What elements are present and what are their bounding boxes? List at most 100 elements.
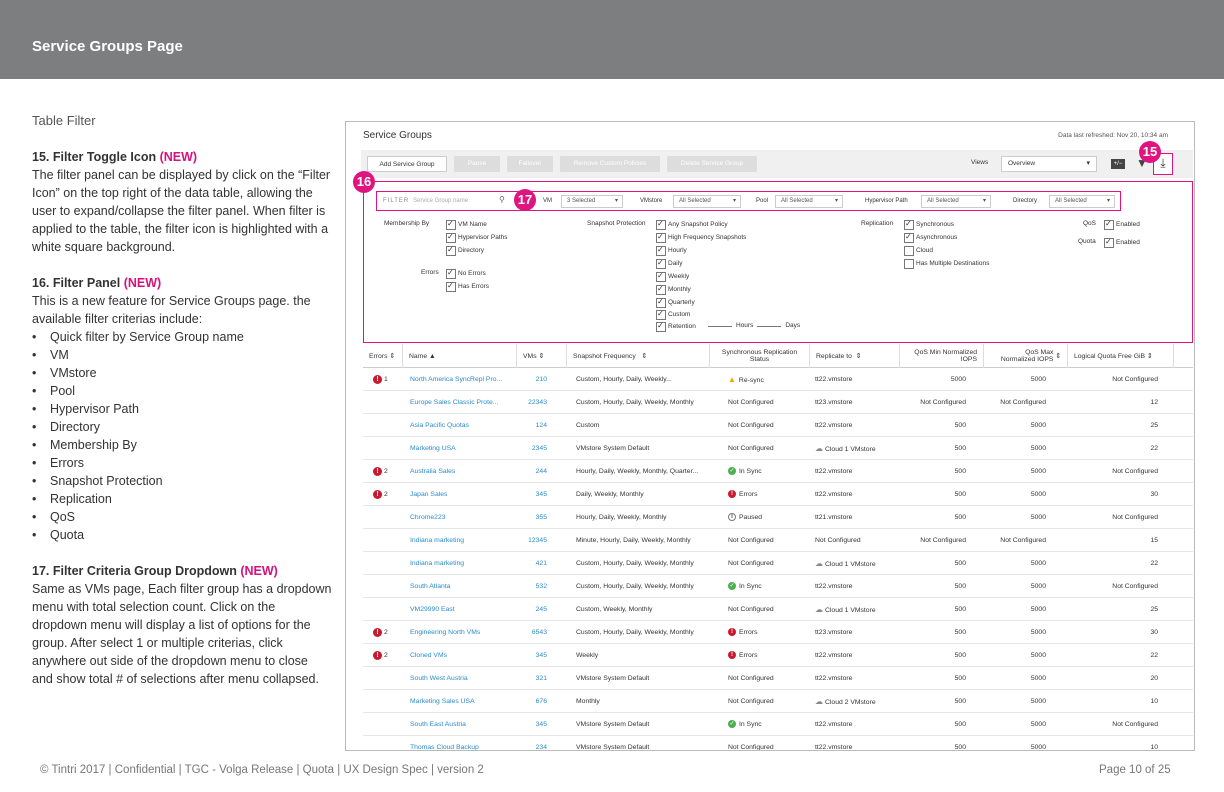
no-errors-checkbox[interactable]: No Errors (446, 268, 486, 279)
vms-count-link[interactable]: 124 (535, 422, 547, 429)
service-group-name-link[interactable]: Japan Sales (410, 491, 448, 498)
table-row[interactable]: South Atlanta 532 Custom, Hourly, Daily, W… (363, 575, 1193, 598)
column-chooser-icon[interactable]: +/− (1111, 159, 1125, 169)
vms-count-link[interactable]: 6543 (531, 629, 547, 636)
vm-filter-dropdown[interactable]: 3 Selected ▾ (561, 195, 623, 208)
repl-cloud-checkbox[interactable]: Cloud (904, 246, 933, 256)
retention-days-input[interactable] (757, 326, 782, 327)
service-group-name-link[interactable]: Marketing USA (410, 445, 456, 452)
table-row[interactable]: Marketing Sales USA 676 Monthly Not Configu… (363, 690, 1193, 713)
snap-quarterly-checkbox[interactable]: Quarterly (656, 297, 695, 308)
service-group-name-link[interactable]: South Atlanta (410, 583, 451, 590)
table-row[interactable]: Indiana marketing 421 Custom, Hourly, Dail… (363, 552, 1193, 575)
delete-service-group-button[interactable]: Delete Service Group (667, 156, 757, 172)
table-row[interactable]: VM29990 East 245 Custom, Weekly, Monthly No… (363, 598, 1193, 621)
vms-count-link[interactable]: 234 (535, 744, 547, 751)
repl-multiple-destinations-checkbox[interactable]: Has Multiple Destinations (904, 259, 989, 269)
table-row[interactable]: Thomas Cloud Backup 234 VMstore System Def… (363, 736, 1193, 751)
qos-min-cell: 500 (954, 560, 966, 567)
membership-hypervisor-paths-checkbox[interactable]: Hypervisor Paths (446, 232, 508, 243)
qos-max-cell: 5000 (1030, 675, 1046, 682)
filter-icon[interactable]: ▼ (1136, 156, 1148, 170)
table-row[interactable]: ! 1 North America SyncRepl Pro... 210 Custom… (363, 368, 1193, 391)
vms-count-link[interactable]: 421 (535, 560, 547, 567)
service-group-name-link[interactable]: Engineering North VMs (410, 629, 481, 636)
col-qos-min[interactable]: QoS Min Normalized IOPS (900, 344, 984, 368)
snap-custom-checkbox[interactable]: Custom (656, 309, 690, 320)
has-errors-checkbox[interactable]: Has Errors (446, 281, 489, 292)
vms-count-link[interactable]: 355 (535, 514, 547, 521)
table-row[interactable]: South East Austria 345 VMstore System Defa… (363, 713, 1193, 736)
col-snapshot-frequency[interactable]: Snapshot Frequency ⇕ (567, 344, 710, 368)
membership-directory-checkbox[interactable]: Directory (446, 245, 484, 256)
pool-filter-dropdown[interactable]: All Selected ▾ (775, 195, 843, 208)
snap-daily-checkbox[interactable]: Daily (656, 258, 682, 269)
vms-count-link[interactable]: 2345 (531, 445, 547, 452)
snap-hourly-checkbox[interactable]: Hourly (656, 245, 687, 256)
table-row[interactable]: Indiana marketing 12345 Minute, Hourly, Da… (363, 529, 1193, 552)
col-errors[interactable]: Errors ⇕ (363, 344, 403, 368)
vms-count-link[interactable]: 22343 (528, 399, 547, 406)
service-group-name-link[interactable]: Indiana marketing (410, 560, 465, 567)
table-row[interactable]: ! 2 Cloned VMs 345 Weekly! Errors tt22.vmstore… (363, 644, 1193, 667)
vms-count-link[interactable]: 210 (535, 376, 547, 383)
col-sync-replication-status[interactable]: Synchronous Replication Status (710, 344, 810, 368)
service-group-name-link[interactable]: Marketing Sales USA (410, 698, 475, 705)
quick-filter-input[interactable]: Service Group name (413, 198, 469, 204)
table-row[interactable]: ! 2 Australia Sales 244 Hourly, Daily, Weekl… (363, 460, 1193, 483)
service-group-name-link[interactable]: Cloned VMs (410, 652, 448, 659)
vms-count-link[interactable]: 12345 (528, 537, 547, 544)
service-group-name-link[interactable]: Asia Pacific Quotas (410, 422, 469, 429)
repl-synchronous-checkbox[interactable]: Synchronous (904, 219, 954, 230)
col-replicate-to[interactable]: Replicate to ⇕ (810, 344, 900, 368)
service-group-name-link[interactable]: South West Austria (410, 675, 468, 682)
directory-filter-dropdown[interactable]: All Selected ▾ (1049, 195, 1115, 208)
snap-retention-checkbox[interactable]: Retention (656, 321, 696, 332)
repl-asynchronous-checkbox[interactable]: Asynchronous (904, 232, 957, 243)
pause-button[interactable]: Pause (454, 156, 500, 172)
vms-count-link[interactable]: 345 (535, 721, 547, 728)
service-group-name-link[interactable]: Chrome223 (410, 514, 446, 521)
col-qos-max[interactable]: QoS Max Normalized IOPS ⇕ (984, 344, 1068, 368)
service-group-name-link[interactable]: South East Austria (410, 721, 466, 728)
col-logical-quota[interactable]: Logical Quota Free GiB ⇕ (1068, 344, 1174, 368)
quota-cell: 20 (1150, 675, 1158, 682)
table-row[interactable]: Asia Pacific Quotas 124 Custom Not Configur… (363, 414, 1193, 437)
vms-count-link[interactable]: 345 (535, 491, 547, 498)
vms-count-link[interactable]: 532 (535, 583, 547, 590)
service-group-name-link[interactable]: North America SyncRepl Pro... (410, 376, 503, 383)
service-group-name-link[interactable]: Indiana marketing (410, 537, 465, 544)
hypervisor-filter-dropdown[interactable]: All Selected ▾ (921, 195, 991, 208)
vms-count-link[interactable]: 321 (535, 675, 547, 682)
table-row[interactable]: Marketing USA 2345 VMstore System Default N… (363, 437, 1193, 460)
remove-custom-policies-button[interactable]: Remove Custom Policies (560, 156, 660, 172)
table-row[interactable]: South West Austria 321 VMstore System Defa… (363, 667, 1193, 690)
failover-button[interactable]: Failover (507, 156, 553, 172)
add-service-group-button[interactable]: Add Service Group (367, 156, 447, 172)
col-vms[interactable]: VMs ⇕ (517, 344, 567, 368)
vms-count-link[interactable]: 345 (535, 652, 547, 659)
vmstore-filter-dropdown[interactable]: All Selected ▾ (673, 195, 741, 208)
snap-high-frequency-checkbox[interactable]: High Frequency Snapshots (656, 232, 746, 243)
snap-weekly-checkbox[interactable]: Weekly (656, 271, 689, 282)
table-row[interactable]: Europe Sales Classic Prote... 22343 Custom… (363, 391, 1193, 414)
membership-vm-name-checkbox[interactable]: VM Name (446, 219, 487, 230)
pool-filter-label: Pool (756, 198, 769, 204)
table-row[interactable]: Chrome223 355 Hourly, Daily, Weekly, Month… (363, 506, 1193, 529)
snap-any-policy-checkbox[interactable]: Any Snapshot Policy (656, 219, 728, 230)
service-group-name-link[interactable]: Thomas Cloud Backup (410, 744, 479, 751)
table-row[interactable]: ! 2 Japan Sales 345 Daily, Weekly, Monthly! E… (363, 483, 1193, 506)
retention-hours-input[interactable] (708, 326, 732, 327)
vms-count-link[interactable]: 676 (535, 698, 547, 705)
qos-enabled-checkbox[interactable]: Enabled (1104, 219, 1140, 230)
vms-count-link[interactable]: 245 (535, 606, 547, 613)
service-group-name-link[interactable]: Europe Sales Classic Prote... (410, 399, 499, 406)
service-group-name-link[interactable]: VM29990 East (410, 606, 455, 613)
views-select[interactable]: Overview ▾ (1001, 156, 1097, 172)
col-name[interactable]: Name ▲ (403, 344, 517, 368)
vms-count-link[interactable]: 244 (535, 468, 547, 475)
snap-monthly-checkbox[interactable]: Monthly (656, 284, 691, 295)
service-group-name-link[interactable]: Australia Sales (410, 468, 456, 475)
table-row[interactable]: ! 2 Engineering North VMs 6543 Custom, Hourl… (363, 621, 1193, 644)
quota-enabled-checkbox[interactable]: Enabled (1104, 237, 1140, 248)
